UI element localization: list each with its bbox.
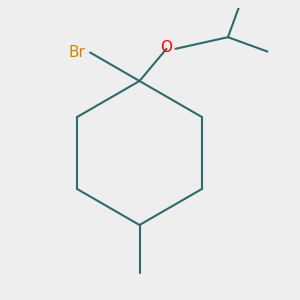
- Text: O: O: [160, 40, 172, 55]
- Text: Br: Br: [69, 45, 86, 60]
